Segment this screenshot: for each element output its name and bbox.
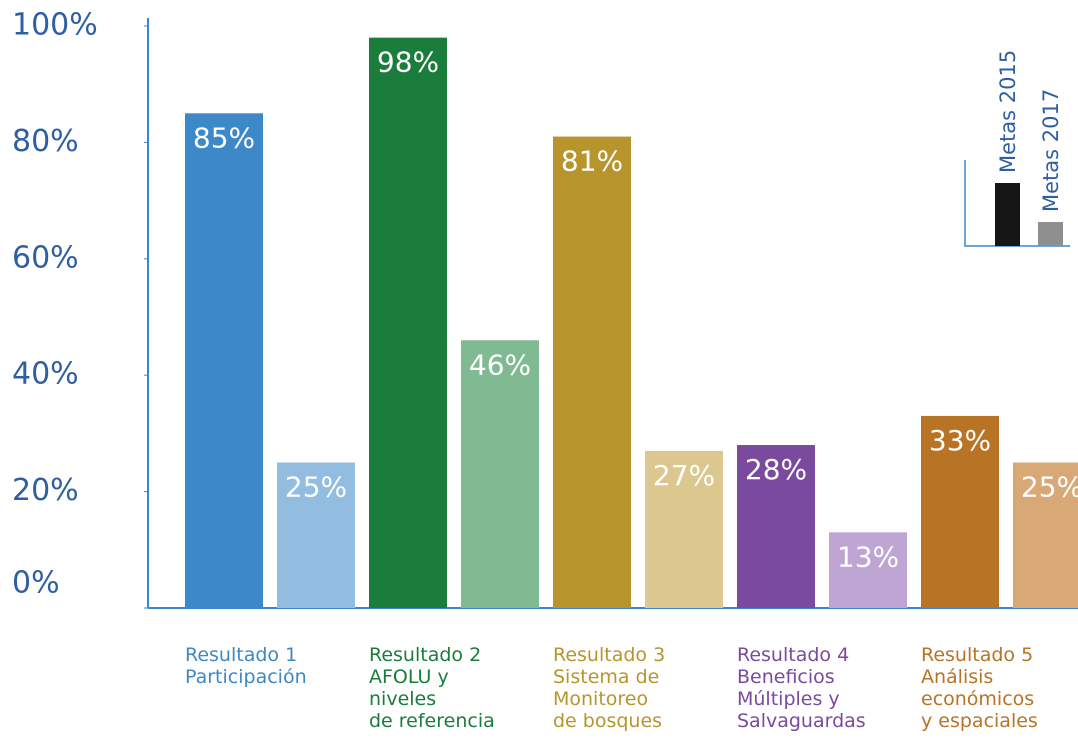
value-label: 33% [929, 424, 991, 457]
x-tick-label: Resultado 1 Participación [185, 644, 307, 688]
x-tick-label-line: Análisis [921, 666, 993, 688]
legend-frame [964, 160, 1070, 247]
value-label: 25% [1021, 471, 1078, 504]
legend-swatch [995, 183, 1020, 246]
y-tick-label: 100% [12, 8, 98, 43]
x-tick-label-line: Beneficios [737, 666, 835, 688]
x-tick-label-line: y espaciales [921, 710, 1038, 732]
value-label: 98% [377, 46, 439, 79]
bar [461, 340, 539, 608]
y-tick-label: 40% [12, 357, 79, 392]
x-tick-label-line: Participación [185, 666, 307, 688]
x-tick-label-line: AFOLU y [369, 666, 449, 688]
legend-label: Metas 2017 [1039, 89, 1063, 212]
x-tick-label: Resultado 4 Beneficios Múltiples y Salvagua… [737, 644, 866, 732]
value-label: 81% [561, 145, 623, 178]
bar [369, 37, 447, 608]
x-tick-label-line: Resultado 5 [921, 644, 1033, 666]
value-label: 28% [745, 453, 807, 486]
x-tick-label-line: económicos [921, 688, 1034, 710]
bar [645, 450, 723, 608]
x-tick-label-line: Resultado 4 [737, 644, 849, 666]
bar [277, 462, 355, 608]
bar [185, 113, 263, 609]
x-tick-label: Resultado 3 Sistema de Monitoreo de bosques [553, 644, 665, 732]
legend-label: Metas 2015 [996, 50, 1020, 173]
y-tick-label: 80% [12, 124, 79, 159]
y-tick-label: 0% [12, 566, 60, 601]
value-label: 13% [837, 540, 899, 573]
x-tick-label-line: niveles [369, 688, 436, 710]
x-tick-label-line: de referencia [369, 710, 495, 732]
x-tick-label: Resultado 2 AFOLU y niveles de referencia [369, 644, 495, 732]
x-tick-label-line: Sistema de [553, 666, 659, 688]
bar [737, 445, 815, 608]
bar [553, 136, 631, 608]
value-label: 85% [193, 121, 255, 154]
x-tick-label-line: Monitoreo [553, 688, 648, 710]
bar [829, 532, 907, 608]
y-tick-label: 20% [12, 473, 79, 508]
x-tick-label-line: Resultado 2 [369, 644, 481, 666]
x-tick-label-line: Múltiples y [737, 688, 840, 710]
value-label: 46% [469, 348, 531, 381]
x-tick-label-line: Salvaguardas [737, 710, 866, 732]
value-label: 25% [285, 471, 347, 504]
x-tick-label-line: Resultado 3 [553, 644, 665, 666]
x-tick-label: Resultado 5 Análisis económicos y espaciale… [921, 644, 1038, 732]
legend-swatch [1038, 222, 1063, 246]
x-tick-label-line: Resultado 1 [185, 644, 297, 666]
y-tick-label: 60% [12, 240, 79, 275]
x-tick-label-line: de bosques [553, 710, 662, 732]
value-label: 27% [653, 459, 715, 492]
bar [1013, 462, 1078, 608]
bar [921, 415, 999, 608]
